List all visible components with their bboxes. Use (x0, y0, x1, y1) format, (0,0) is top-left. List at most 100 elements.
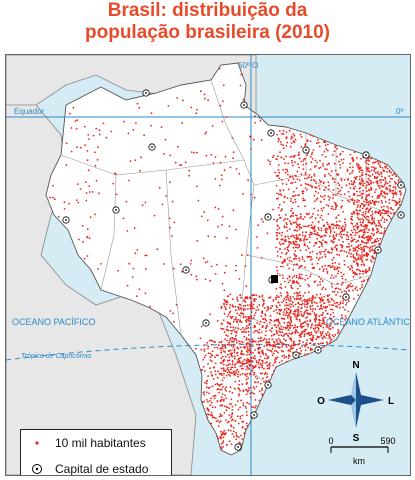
population-dot (286, 317, 289, 319)
population-dot (321, 337, 324, 340)
population-dot (228, 341, 230, 344)
population-dot (313, 232, 316, 235)
population-dot (240, 443, 243, 445)
population-dot (316, 326, 319, 329)
population-dot (340, 226, 343, 229)
population-dot (247, 319, 250, 322)
population-dot (234, 366, 237, 369)
population-dot (395, 175, 397, 178)
population-dot (357, 256, 360, 259)
population-dot (286, 230, 289, 232)
population-dot (307, 247, 310, 250)
population-dot (225, 265, 227, 267)
population-dot (277, 206, 280, 209)
population-dot (366, 159, 368, 162)
population-dot (274, 344, 276, 347)
population-dot (231, 340, 234, 343)
population-dot (352, 260, 355, 262)
state-capital-center (305, 149, 307, 151)
population-dot (302, 325, 305, 328)
population-dot (391, 192, 394, 195)
population-dot (394, 204, 397, 207)
population-dot (181, 270, 183, 273)
population-dot (399, 193, 402, 196)
population-dot (319, 216, 322, 219)
population-dot (318, 251, 321, 254)
population-dot (237, 371, 240, 373)
population-dot (281, 360, 283, 362)
population-dot (239, 389, 241, 392)
population-dot (372, 181, 375, 184)
population-dot (240, 356, 242, 359)
population-dot (355, 273, 358, 275)
population-dot (95, 179, 98, 182)
population-dot (373, 223, 376, 225)
population-dot (250, 351, 253, 354)
population-dot (342, 162, 344, 164)
population-dot (241, 254, 243, 257)
population-dot (310, 155, 312, 158)
population-dot (369, 259, 372, 262)
population-dot (326, 343, 329, 345)
population-dot (261, 394, 264, 397)
population-dot (287, 162, 290, 165)
population-dot (128, 262, 131, 265)
population-dot (131, 276, 134, 278)
population-dot (373, 221, 376, 224)
population-dot (251, 307, 253, 310)
population-dot (282, 277, 285, 279)
population-dot (380, 190, 383, 193)
population-dot (380, 181, 382, 184)
population-dot (331, 262, 334, 265)
population-dot (242, 309, 245, 312)
population-dot (296, 308, 298, 311)
population-dot (339, 167, 342, 169)
state-capital-center (243, 104, 245, 106)
population-dot (296, 230, 299, 232)
population-dot (280, 194, 283, 197)
population-dot (304, 172, 307, 174)
population-dot (275, 305, 278, 307)
population-dot (341, 316, 343, 319)
population-dot (366, 252, 369, 255)
population-dot (332, 227, 335, 230)
population-dot (330, 251, 333, 254)
population-dot (269, 163, 271, 166)
population-dot (245, 297, 247, 300)
population-dot (228, 350, 231, 352)
population-dot (290, 337, 292, 340)
population-dot (366, 170, 368, 172)
population-dot (77, 201, 80, 204)
population-dot (362, 272, 364, 275)
population-dot (211, 416, 214, 419)
population-dot (308, 174, 311, 176)
population-dot (287, 294, 289, 296)
population-dot (250, 301, 253, 303)
population-dot (270, 349, 272, 352)
population-dot (210, 339, 213, 342)
population-dot (365, 227, 368, 230)
population-dot (232, 305, 235, 308)
population-dot (332, 234, 335, 236)
population-dot (257, 224, 260, 227)
population-dot (290, 321, 293, 324)
population-dot (238, 308, 240, 311)
population-dot (311, 215, 313, 218)
population-dot (94, 151, 96, 154)
population-dot (220, 396, 223, 399)
population-dot (215, 354, 218, 356)
population-dot (242, 346, 245, 348)
population-dot (171, 235, 173, 237)
state-capital-center (270, 132, 272, 134)
population-dot (126, 284, 129, 287)
population-dot (394, 191, 397, 194)
population-dot (333, 256, 335, 259)
population-dot (322, 162, 324, 165)
population-dot (91, 191, 94, 193)
population-dot (357, 294, 360, 296)
population-dot (347, 190, 350, 193)
population-dot (380, 226, 383, 229)
population-dot (248, 316, 250, 319)
population-dot (338, 225, 341, 228)
population-dot (273, 345, 275, 348)
